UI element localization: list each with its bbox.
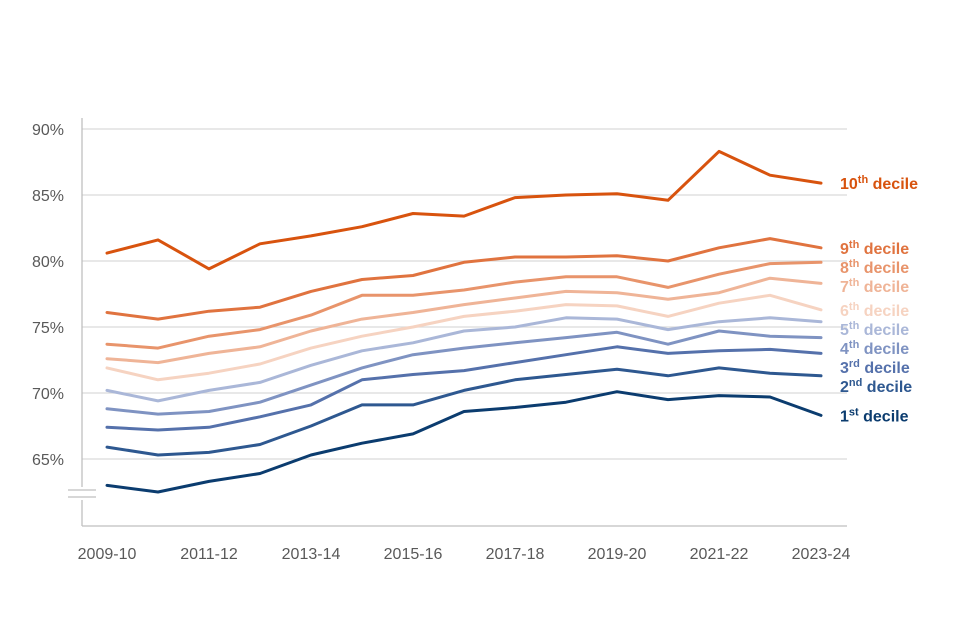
series-label-decile-3: 3rd decile <box>840 358 910 377</box>
y-tick-label: 75% <box>32 320 64 337</box>
series-label-decile-5: 5th decile <box>840 320 909 339</box>
series-label-decile-7: 7th decile <box>840 277 909 296</box>
x-tick-label: 2009-10 <box>78 546 137 563</box>
y-tick-label: 65% <box>32 452 64 469</box>
x-tick-label: 2019-20 <box>588 546 647 563</box>
axes <box>68 118 847 527</box>
series-line-decile-5 <box>105 316 823 403</box>
series-label-decile-9: 9th decile <box>840 239 909 258</box>
x-tick-label: 2021-22 <box>690 546 749 563</box>
x-tick-label: 2017-18 <box>486 546 545 563</box>
series-line-decile-8 <box>105 260 823 350</box>
series-label-decile-8: 8th decile <box>840 258 909 277</box>
series-line-decile-6 <box>105 293 823 382</box>
y-tick-label: 80% <box>32 254 64 271</box>
y-axis-tick-labels: 90% 85% 80% 75% 70% 65% <box>32 122 64 469</box>
y-tick-label: 85% <box>32 188 64 205</box>
series-label-decile-10: 10th decile <box>840 174 918 193</box>
x-tick-label: 2013-14 <box>282 546 341 563</box>
y-tick-label: 90% <box>32 122 64 139</box>
series-label-decile-6: 6th decile <box>840 301 909 320</box>
x-axis-tick-labels: 2009-10 2011-12 2013-14 2015-16 2017-18 2019-… <box>78 546 851 563</box>
series-line-decile-4 <box>105 329 823 416</box>
series-line-decile-3 <box>105 345 823 432</box>
series-lines <box>105 149 823 494</box>
series-line-decile-1 <box>105 390 823 494</box>
series-label-decile-4: 4th decile <box>840 339 909 358</box>
series-line-decile-10 <box>105 149 823 271</box>
x-tick-label: 2023-24 <box>792 546 851 563</box>
x-tick-label: 2015-16 <box>384 546 443 563</box>
y-tick-label: 70% <box>32 386 64 403</box>
series-label-decile-2: 2nd decile <box>840 377 912 396</box>
series-line-decile-9 <box>105 237 823 321</box>
series-line-decile-2 <box>105 366 823 457</box>
series-line-decile-7 <box>105 276 823 365</box>
gridlines <box>82 128 847 460</box>
x-tick-label: 2011-12 <box>180 546 238 563</box>
series-label-decile-1: 1st decile <box>840 406 909 425</box>
